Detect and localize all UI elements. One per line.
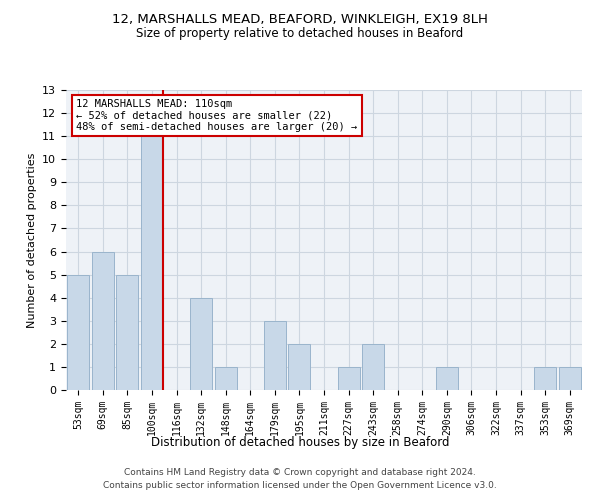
Bar: [190, 298, 212, 390]
Bar: [534, 367, 556, 390]
Text: Contains public sector information licensed under the Open Government Licence v3: Contains public sector information licen…: [103, 480, 497, 490]
Bar: [116, 274, 139, 390]
Bar: [436, 367, 458, 390]
Bar: [264, 321, 286, 390]
Text: Distribution of detached houses by size in Beaford: Distribution of detached houses by size …: [151, 436, 449, 449]
Bar: [362, 344, 384, 390]
Text: 12, MARSHALLS MEAD, BEAFORD, WINKLEIGH, EX19 8LH: 12, MARSHALLS MEAD, BEAFORD, WINKLEIGH, …: [112, 12, 488, 26]
Bar: [67, 274, 89, 390]
Bar: [289, 344, 310, 390]
Text: 12 MARSHALLS MEAD: 110sqm
← 52% of detached houses are smaller (22)
48% of semi-: 12 MARSHALLS MEAD: 110sqm ← 52% of detac…: [76, 99, 358, 132]
Bar: [559, 367, 581, 390]
Bar: [92, 252, 114, 390]
Bar: [215, 367, 237, 390]
Text: Size of property relative to detached houses in Beaford: Size of property relative to detached ho…: [136, 28, 464, 40]
Bar: [338, 367, 359, 390]
Text: Contains HM Land Registry data © Crown copyright and database right 2024.: Contains HM Land Registry data © Crown c…: [124, 468, 476, 477]
Y-axis label: Number of detached properties: Number of detached properties: [26, 152, 37, 328]
Bar: [141, 136, 163, 390]
